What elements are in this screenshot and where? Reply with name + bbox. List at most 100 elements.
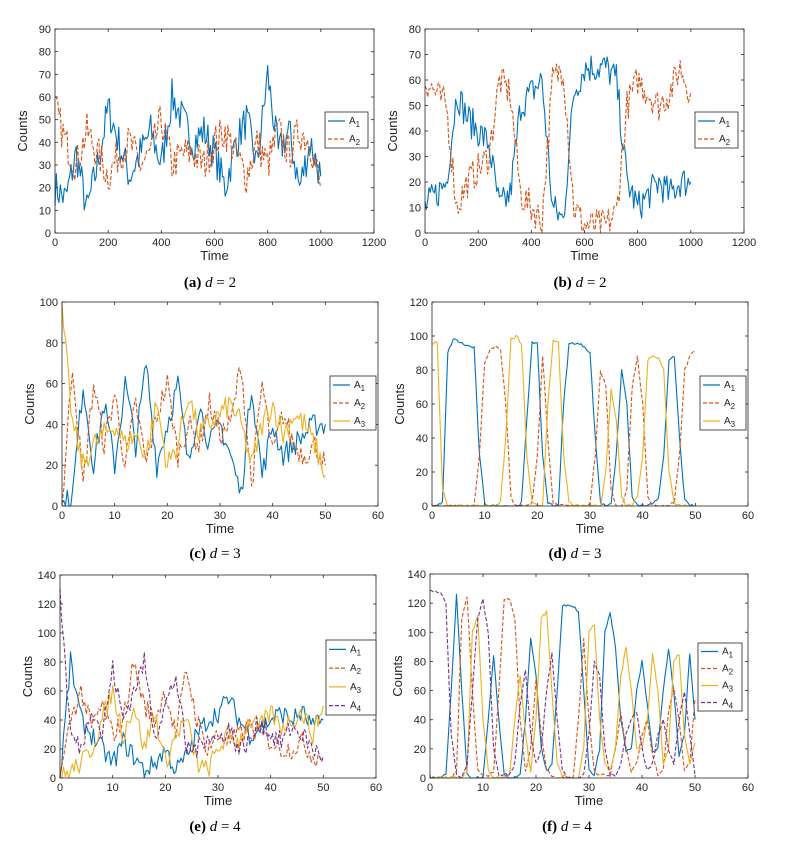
panel-a: 0 200 400 600 800 1000 1200 0 10 20 30 40 50 60 70 80 90…: [15, 24, 386, 263]
legend-box: [694, 111, 739, 149]
y-tick-label: 40: [409, 126, 421, 138]
caption-label: (b): [553, 275, 576, 291]
legend-subscript: 4: [729, 702, 734, 711]
legend-subscript: 2: [729, 668, 734, 677]
y-tick-label: 100: [38, 628, 56, 640]
y-axis-label: Counts: [15, 110, 30, 152]
y-tick-label: 80: [414, 656, 426, 668]
x-tick-label: 200: [469, 237, 487, 249]
caption-e: (e) d = 4: [189, 819, 240, 836]
series-line-a1: [54, 65, 322, 211]
caption-value: = 3: [217, 546, 241, 562]
x-tick-label: 800: [258, 237, 276, 249]
legend-subscript: 2: [731, 402, 736, 411]
series-line-a1: [424, 55, 692, 221]
caption-label: (a): [183, 275, 206, 291]
series-line-a1: [61, 365, 326, 507]
y-tick-label: 120: [410, 297, 428, 309]
y-tick-label: 80: [416, 365, 428, 377]
legend-label-a3: A3: [354, 416, 366, 429]
series-line-a3: [59, 684, 324, 779]
caption-value: = 4: [217, 819, 241, 835]
x-axis-label: Time: [206, 521, 234, 536]
x-tick-label: 600: [575, 237, 593, 249]
y-tick-label: 40: [416, 433, 428, 445]
legend: A1 A2 A3 A4: [325, 639, 377, 716]
y-tick-label: 20: [39, 183, 51, 195]
legend-subscript: 1: [356, 120, 361, 129]
y-tick-label: 120: [408, 598, 426, 610]
legend-label-a2: A2: [724, 398, 736, 411]
caption-c: (c) d = 3: [189, 546, 240, 563]
x-tick-label: 0: [429, 510, 435, 522]
series-line-a2: [54, 96, 322, 194]
y-tick-label: 10: [409, 203, 421, 215]
y-tick-label: 40: [44, 715, 56, 727]
y-tick-label: 60: [39, 92, 51, 104]
series-line-a4: [59, 588, 324, 763]
y-tick-label: 30: [39, 160, 51, 172]
x-tick-label: 10: [477, 782, 489, 794]
caption-value: = 4: [568, 819, 592, 835]
y-tick-label: 70: [39, 69, 51, 81]
y-tick-label: 20: [46, 460, 58, 472]
caption-label: (e): [189, 819, 210, 835]
legend-label-a2: A2: [354, 398, 366, 411]
y-tick-label: 40: [39, 137, 51, 149]
series-line-a2: [61, 367, 326, 505]
x-axis-label: Time: [204, 793, 232, 808]
series-line-a4: [429, 589, 696, 779]
x-axis-label: Time: [570, 248, 598, 263]
y-tick-label: 90: [39, 24, 51, 36]
y-tick-label: 50: [39, 115, 51, 127]
legend-label-a2: A2: [349, 134, 361, 147]
y-tick-label: 80: [409, 24, 421, 36]
legend-subscript: 4: [357, 705, 362, 714]
y-tick-label: 20: [414, 744, 426, 756]
legend: A1 A2 A3 A4: [697, 642, 743, 712]
legend-box: [697, 642, 743, 712]
legend: A1 A2: [694, 111, 739, 149]
y-axis-label: Counts: [390, 655, 405, 697]
legend-subscript: 2: [726, 138, 731, 147]
y-tick-label: 0: [415, 228, 421, 240]
y-tick-label: 60: [409, 75, 421, 87]
caption-variable: d: [575, 275, 584, 291]
caption-variable: d: [205, 275, 213, 291]
x-tick-label: 50: [689, 782, 701, 794]
x-tick-label: 10: [107, 782, 119, 794]
x-tick-label: 200: [99, 237, 117, 249]
caption-value: = 2: [212, 275, 237, 291]
x-tick-label: 40: [636, 782, 648, 794]
x-axis-label: Time: [575, 793, 603, 808]
caption-d: (d) d = 3: [548, 546, 601, 563]
x-tick-label: 50: [319, 510, 331, 522]
legend-label-a3: A3: [722, 681, 734, 694]
x-tick-label: 1000: [309, 237, 333, 249]
series-line-a1: [431, 338, 696, 507]
legend: A1 A2: [324, 111, 369, 149]
x-tick-label: 20: [161, 510, 173, 522]
series-line-a2: [424, 60, 692, 234]
x-tick-label: 600: [205, 237, 223, 249]
legend: A1 A2 A3: [699, 375, 747, 431]
legend-label-a1: A1: [722, 647, 734, 660]
x-tick-label: 60: [372, 510, 384, 522]
legend-label-a1: A1: [354, 380, 366, 393]
legend-box: [325, 639, 377, 716]
y-tick-label: 20: [409, 177, 421, 189]
legend-subscript: 2: [357, 667, 362, 676]
caption-variable: d: [570, 546, 579, 562]
y-axis-label: Counts: [392, 383, 407, 425]
series-line-a2: [59, 662, 324, 779]
caption-variable: d: [209, 546, 218, 562]
legend-label-a2: A2: [722, 664, 734, 677]
legend-subscript: 2: [361, 402, 366, 411]
legend-subscript: 1: [357, 648, 362, 657]
caption-variable: d: [560, 819, 569, 835]
caption-variable: d: [209, 819, 218, 835]
x-tick-label: 60: [370, 782, 382, 794]
x-axis-label: Time: [576, 521, 604, 536]
x-tick-label: 0: [422, 237, 428, 249]
